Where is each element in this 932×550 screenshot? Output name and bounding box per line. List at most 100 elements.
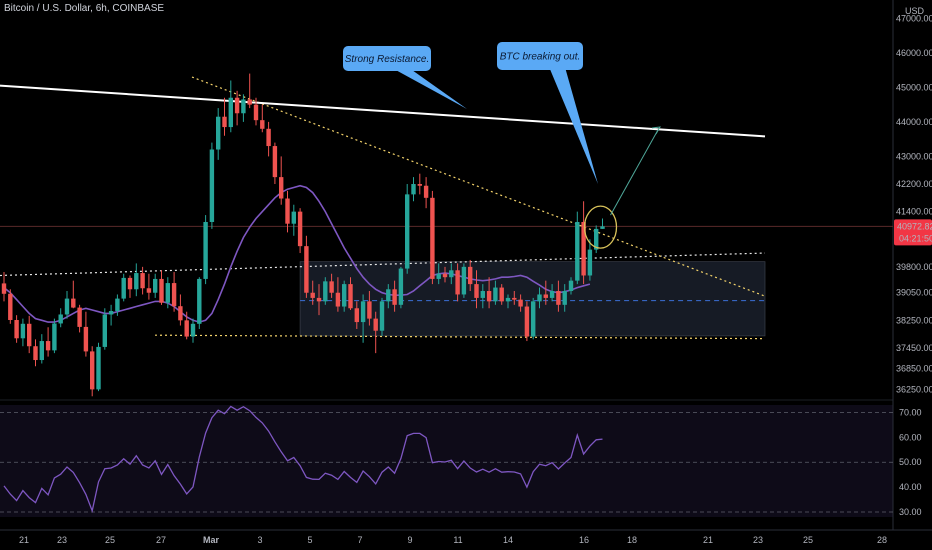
candle-body[interactable] [600,226,605,229]
candle-body[interactable] [474,284,479,298]
candle-body[interactable] [77,307,82,327]
candle-body[interactable] [8,293,13,320]
candle-body[interactable] [285,198,290,224]
candle-body[interactable] [373,318,378,331]
time-tick-label: 18 [627,535,637,545]
candle-body[interactable] [386,289,391,302]
candle-body[interactable] [216,116,221,150]
candle-body[interactable] [272,146,278,178]
candle-body[interactable] [543,294,548,298]
candle-body[interactable] [146,288,152,293]
candle-body[interactable] [260,120,265,129]
candle-body[interactable] [279,177,284,199]
candle-body[interactable] [556,291,561,305]
candle-body[interactable] [153,278,158,293]
candle-body[interactable] [329,281,334,293]
candle-body[interactable] [209,149,215,222]
candle-body[interactable] [398,268,404,305]
candle-body[interactable] [115,298,120,312]
candle-body[interactable] [348,284,353,309]
candle-body[interactable] [90,351,95,390]
candle-body[interactable] [184,320,189,337]
candle-body[interactable] [96,346,101,390]
candle-body[interactable] [505,297,511,302]
price-tick-label: 44000.00 [896,117,932,127]
candle-body[interactable] [165,283,170,303]
candle-body[interactable] [524,306,530,337]
candle-body[interactable] [442,273,448,278]
candle-body[interactable] [171,283,177,307]
candle-body[interactable] [360,301,366,323]
candle-body[interactable] [480,291,485,298]
candle-body[interactable] [64,298,70,315]
candle-body[interactable] [486,291,492,302]
candle-body[interactable] [423,185,429,198]
candle-body[interactable] [392,289,397,305]
candle-body[interactable] [83,326,89,352]
candle-body[interactable] [241,99,246,114]
candle-body[interactable] [537,294,542,302]
candle-body[interactable] [33,346,38,361]
candle-body[interactable] [197,278,202,324]
candle-body[interactable] [411,184,416,195]
candle-body[interactable] [417,184,422,186]
candle-body[interactable] [1,283,7,294]
candle-body[interactable] [379,301,385,331]
candle-body[interactable] [27,323,32,347]
candle-body[interactable] [297,211,303,247]
candle-body[interactable] [266,128,271,147]
candle-body[interactable] [108,311,114,315]
candle-body[interactable] [493,287,498,302]
candle-body[interactable] [291,211,296,224]
candle-body[interactable] [455,270,460,295]
candle-body[interactable] [436,273,441,279]
candle-body[interactable] [58,314,63,324]
candle-body[interactable] [140,273,145,289]
candle-body[interactable] [102,314,107,347]
candle-body[interactable] [203,221,208,279]
candle-body[interactable] [20,323,26,339]
candle-body[interactable] [159,278,164,303]
candle-body[interactable] [575,221,580,281]
time-tick-label: 9 [407,535,412,545]
candle-body[interactable] [39,341,44,361]
candle-body[interactable] [45,341,51,351]
candle-body[interactable] [449,270,454,278]
candle-body[interactable] [461,266,467,295]
candle-body[interactable] [518,299,523,307]
candle-body[interactable] [304,246,309,293]
candle-body[interactable] [335,292,341,307]
candle-body[interactable] [430,197,435,279]
candle-body[interactable] [222,116,227,128]
candle-body[interactable] [354,308,359,323]
candle-body[interactable] [367,301,372,319]
candle-body[interactable] [581,221,586,276]
candle-body[interactable] [316,297,322,302]
candle-body[interactable] [468,266,473,285]
candle-body[interactable] [405,194,410,269]
candle-body[interactable] [178,306,183,321]
candle-body[interactable] [512,297,517,300]
candle-body[interactable] [587,249,593,276]
candle-body[interactable] [323,281,328,302]
candle-body[interactable] [549,291,555,298]
candle-body[interactable] [127,277,133,290]
candle-body[interactable] [568,280,574,292]
candle-body[interactable] [499,287,504,302]
candle-body[interactable] [253,104,259,121]
candle-body[interactable] [310,292,315,298]
candle-body[interactable] [342,284,347,307]
candle-body[interactable] [71,298,76,308]
candle-body[interactable] [228,97,233,128]
candle-body[interactable] [531,301,536,337]
candle-body[interactable] [594,228,599,250]
candle-body[interactable] [134,273,139,290]
candle-body[interactable] [190,323,196,337]
candle-body[interactable] [562,291,567,305]
candle-body[interactable] [52,323,57,351]
candle-body[interactable] [121,277,126,299]
candle-body[interactable] [14,320,19,339]
candle-body[interactable] [247,99,252,105]
candle-body[interactable] [234,97,240,114]
